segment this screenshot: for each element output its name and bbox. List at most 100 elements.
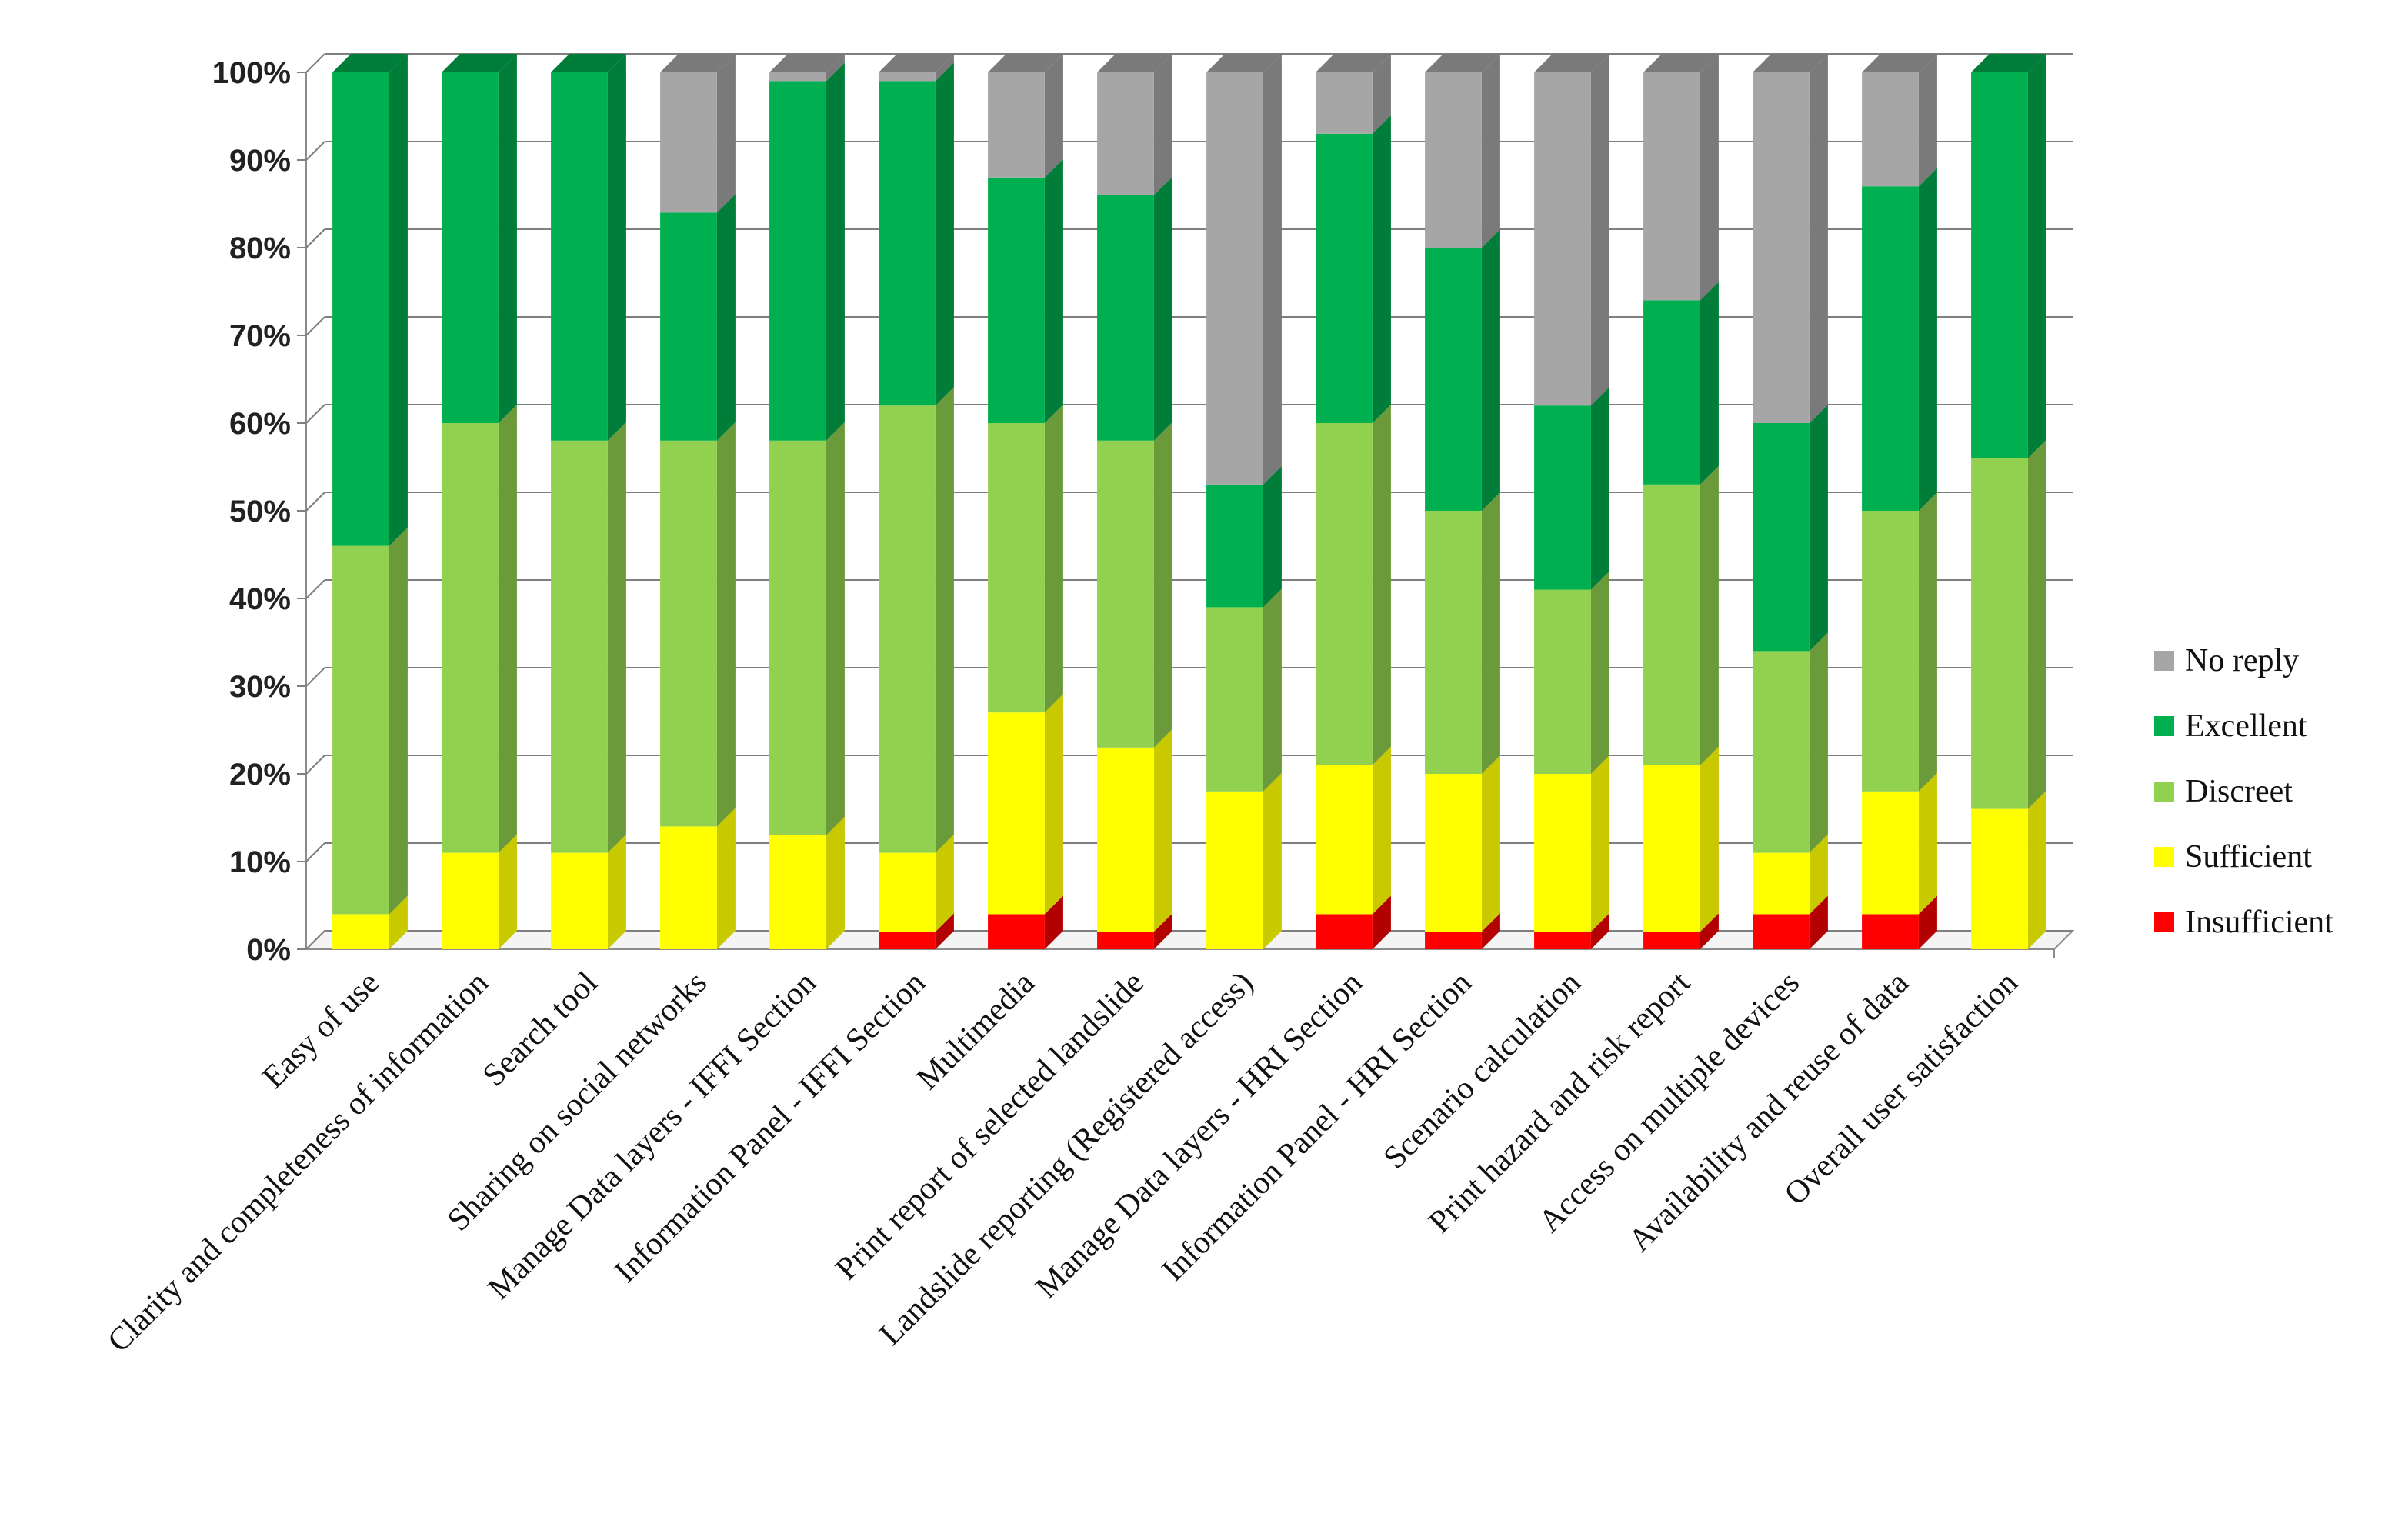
x-tick-label: Landslide reporting (Registered access): [873, 965, 1260, 1352]
bar: [551, 852, 608, 949]
legend-label: Sufficient: [2185, 839, 2312, 875]
bar: [1206, 72, 1263, 485]
bar-side: [1918, 772, 1937, 915]
bar-segment-excellent: [1206, 465, 1282, 608]
bar-stack: [1643, 54, 1719, 949]
bar-segment-insufficient: [1316, 895, 1391, 949]
bar-stack: [1971, 54, 2046, 949]
bar: [1643, 484, 1700, 765]
bar-segment-no-reply: [1206, 54, 1282, 485]
bar: [1753, 651, 1810, 853]
bar-segment-excellent: [1971, 54, 2046, 458]
legend-label: Excellent: [2185, 708, 2307, 744]
bar-side: [498, 834, 517, 949]
bar-side: [1044, 158, 1063, 424]
bar: [332, 72, 389, 546]
bar-segment-discreet: [1316, 405, 1391, 765]
bar: [660, 826, 717, 949]
legend-label: No reply: [2185, 643, 2299, 678]
bar: [1534, 405, 1591, 590]
bar-segment-discreet: [1097, 422, 1172, 748]
bar: [988, 712, 1045, 915]
bar-side: [1372, 895, 1391, 949]
legend-swatch: [2154, 912, 2174, 932]
bar-segment-discreet: [442, 405, 517, 853]
bar: [1097, 932, 1154, 949]
legend-item: Discreet: [2154, 774, 2293, 809]
x-tick-label: Scenario calculation: [1377, 965, 1588, 1176]
bar: [442, 423, 499, 853]
bar: [1862, 791, 1919, 915]
bar-stack: [332, 54, 408, 949]
bar: [879, 72, 936, 82]
gridline-depth: [305, 53, 325, 73]
bar-side: [935, 834, 954, 932]
bar-side: [2027, 54, 2046, 458]
bar-side: [1809, 405, 1828, 652]
bar: [769, 81, 826, 441]
bar-side: [389, 895, 408, 949]
bar-segment-discreet: [1971, 439, 2046, 809]
bars: [332, 54, 2046, 949]
bar-side: [1809, 895, 1828, 949]
bar-segment-discreet: [769, 422, 845, 835]
bar: [1862, 914, 1919, 949]
bar-side: [1918, 168, 1937, 511]
bar-side: [1700, 746, 1719, 932]
bar-segment-no-reply: [1643, 54, 1719, 301]
bar-segment-excellent: [442, 54, 517, 423]
bar-segment-sufficient: [551, 834, 626, 949]
bar: [660, 440, 717, 827]
bar-top: [1534, 54, 1609, 72]
bar-side: [1263, 54, 1282, 485]
bar-side: [607, 422, 626, 853]
bar: [1862, 511, 1919, 792]
y-tick-label: 70%: [229, 319, 291, 353]
bar-side: [1263, 588, 1282, 792]
bar-stack: [551, 54, 626, 949]
bar-segment-sufficient: [332, 895, 408, 949]
bar-side: [1372, 746, 1391, 915]
bar-side: [1700, 465, 1719, 765]
bar-segment-excellent: [1097, 176, 1172, 441]
bar-segment-discreet: [988, 405, 1063, 713]
gridline-depth: [305, 667, 325, 687]
bar-top: [988, 54, 1063, 72]
gridline-depth: [305, 228, 325, 248]
bar: [769, 440, 826, 835]
bar-segment-discreet: [1425, 492, 1500, 774]
bar-side: [935, 387, 954, 853]
bar-segment-insufficient: [1643, 913, 1719, 949]
bar-side: [1481, 755, 1500, 932]
legend-swatch: [2154, 847, 2174, 867]
bar: [1425, 72, 1482, 248]
bar-stack: [660, 54, 736, 949]
bar-segment-sufficient: [988, 694, 1063, 915]
bar: [1316, 133, 1373, 424]
y-tick-label: 40%: [229, 582, 291, 616]
bar-segment-insufficient: [1534, 913, 1609, 949]
bar: [988, 177, 1045, 424]
bar-segment-excellent: [988, 158, 1063, 424]
bar-segment-insufficient: [1862, 895, 1937, 949]
legend-item: Excellent: [2154, 708, 2307, 744]
bar-stack: [1206, 54, 1282, 949]
bar-side: [716, 194, 736, 441]
bar-side: [826, 62, 845, 441]
bar-segment-insufficient: [988, 895, 1063, 949]
bar: [1971, 808, 2028, 949]
bar: [1316, 423, 1373, 765]
bar-segment-no-reply: [769, 54, 845, 82]
bar-top: [1753, 54, 1828, 72]
bar-top: [1425, 54, 1500, 72]
bar-side: [1153, 176, 1172, 441]
bar: [879, 405, 936, 853]
bar-stack: [1097, 54, 1172, 949]
bar: [1753, 852, 1810, 915]
bar-side: [2027, 790, 2046, 949]
bar-segment-no-reply: [1097, 54, 1172, 195]
bar-side: [1044, 694, 1063, 915]
bar-side: [1153, 913, 1172, 949]
bar-side: [826, 54, 845, 82]
y-tick-label: 10%: [229, 845, 291, 879]
